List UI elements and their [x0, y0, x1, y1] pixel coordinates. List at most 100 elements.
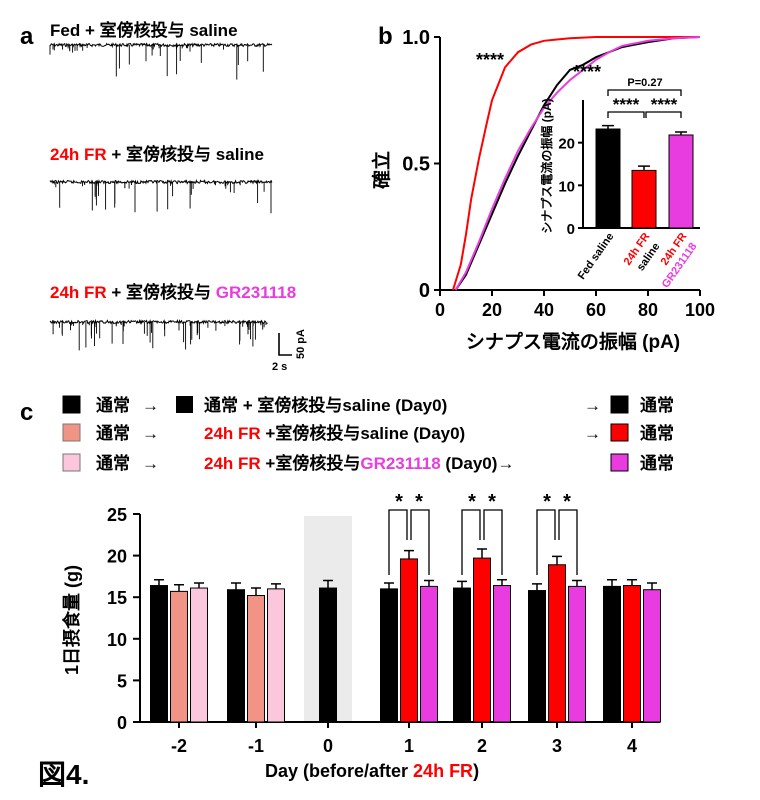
legend-pre-label-1: 通常: [96, 423, 130, 443]
food-x-label-part-0: Day (before/after: [265, 761, 413, 781]
food-error-5-0: [532, 583, 542, 591]
food-error-1-1: [251, 587, 261, 596]
curve-y-label: 確立: [370, 151, 393, 189]
food-bar-0-1: [170, 590, 188, 723]
food-x-tick-label-5: 3: [552, 736, 562, 756]
food-bar-4-1: [473, 557, 491, 723]
inset-y-tick-label-1: 10: [558, 178, 575, 195]
trace-label-0-part-0: Fed: [50, 21, 80, 40]
trace-events-2: [52, 322, 267, 351]
inset-p-label: P=0.27: [627, 77, 662, 89]
inset-y-label: シナプス電流の振幅 (pA): [539, 98, 554, 233]
food-bar-6-0: [603, 585, 621, 723]
curve-x-label: シナプス電流の振幅 (pA): [466, 330, 680, 353]
legend-pre-swatch-0: [62, 395, 81, 414]
food-bar-0-0: [150, 585, 168, 723]
food-error-6-2: [647, 582, 657, 590]
food-bar-1-2: [267, 588, 285, 723]
food-bar-2-0: [319, 587, 337, 723]
inset-bracket-right: [645, 111, 682, 118]
figure-label: 図4.: [38, 759, 89, 790]
legend-arrow2-1: →: [584, 424, 601, 443]
food-error-0-2: [194, 582, 204, 589]
trace-noise-0: [49, 42, 273, 49]
food-x-label: Day (before/after 24h FR): [265, 761, 479, 781]
panel-b-letter: b: [378, 23, 393, 50]
legend-post-label-1: 通常: [640, 423, 674, 443]
food-bar-5-0: [528, 590, 546, 723]
legend-mid-text-2-part-3: (Day0)→: [441, 454, 515, 473]
legend-arrow-2: →: [142, 454, 159, 473]
inset-bar-0: [595, 128, 621, 229]
food-error-0-0: [154, 578, 164, 586]
food-bar-0-2: [190, 587, 208, 723]
inset-sig-left: ****: [613, 95, 640, 114]
curve-x-tick-label-0: 0: [435, 300, 445, 320]
cumulative-curve-2: [454, 36, 701, 291]
inset-error-1: [638, 165, 650, 171]
food-error-6-1: [627, 578, 637, 586]
legend-pre-swatch-2: [62, 453, 81, 472]
trace-label-2-part-1: + 室傍核投与: [107, 282, 216, 302]
inset-error-2: [675, 131, 687, 135]
curve-x-tick-label-4: 80: [638, 300, 658, 320]
food-x-tick-label-1: -1: [248, 736, 264, 756]
legend-mid-text-1: 24h FR +室傍核投与saline (Day0): [204, 423, 465, 443]
food-x-tick-label-0: -2: [171, 736, 187, 756]
legend-pre-label-2: 通常: [96, 453, 130, 473]
trace-label-1-part-0: 24h FR: [50, 145, 107, 164]
food-y-tick-label-3: 15: [107, 588, 127, 608]
trace-label-0: Fed + 室傍核投与 saline: [50, 20, 238, 40]
food-error-1-2: [271, 583, 281, 589]
inset-error-0: [602, 124, 614, 130]
food-y-tick-label-4: 20: [107, 547, 127, 567]
inset-bracket-left: [607, 111, 645, 118]
food-error-4-0: [457, 580, 467, 589]
food-bar-4-2: [493, 585, 511, 723]
inset-y-tick-label-2: 20: [558, 136, 575, 153]
curve-y-tick-label-1: 0.5: [402, 154, 430, 176]
food-bar-5-2: [568, 585, 586, 723]
legend-post-label-2: 通常: [640, 453, 674, 473]
food-x-tick-label-2: 0: [323, 736, 333, 756]
scale-bar: [278, 333, 292, 356]
trace-label-2-part-0: 24h FR: [50, 283, 107, 302]
food-bar-1-0: [227, 589, 245, 723]
inset-bar-1: [631, 169, 657, 229]
curve-x-tick-label-5: 100: [685, 300, 715, 320]
inset-sig-right: ****: [651, 95, 678, 114]
legend-mid-text-2-part-0: 24h FR: [204, 454, 261, 473]
food-y-tick-label-1: 5: [117, 671, 127, 691]
food-y-tick-label-0: 0: [117, 713, 127, 733]
food-sig-right-4: *: [488, 491, 496, 513]
cumulative-curve-0: [454, 36, 701, 291]
trace-label-2: 24h FR + 室傍核投与 GR231118: [50, 282, 296, 302]
inset-cat-label-0: Fed saline: [576, 231, 617, 282]
curve-sig-red: ****: [476, 50, 504, 70]
food-x-label-part-2: ): [473, 761, 479, 781]
inset-y-tick-label-0: 0: [567, 221, 575, 238]
legend-pre-swatch-1: [62, 423, 81, 442]
panel-c-letter: c: [20, 399, 33, 426]
legend-arrow-1: →: [142, 424, 159, 443]
trace-events-0: [49, 45, 264, 80]
food-sig-right-5: *: [563, 491, 571, 513]
food-y-tick-label-5: 25: [107, 505, 127, 525]
legend-pre-label-0: 通常: [96, 395, 130, 415]
scale-bar-y-label: 50 pA: [295, 329, 307, 359]
legend-post-swatch-1: [610, 423, 629, 442]
food-x-tick-label-6: 4: [627, 736, 637, 756]
food-error-4-2: [497, 578, 507, 586]
food-bar-4-0: [453, 587, 471, 723]
food-bar-3-0: [380, 588, 398, 723]
food-sig-left-4: *: [468, 491, 476, 513]
food-bracket-right-3: [410, 509, 430, 575]
food-error-5-2: [572, 579, 582, 587]
curve-x-tick-label-2: 40: [534, 300, 554, 320]
food-x-tick-label-3: 1: [404, 736, 414, 756]
food-bar-6-1: [623, 585, 641, 723]
legend-mid-text-1-part-1: +室傍核投与saline (Day0): [261, 423, 466, 443]
